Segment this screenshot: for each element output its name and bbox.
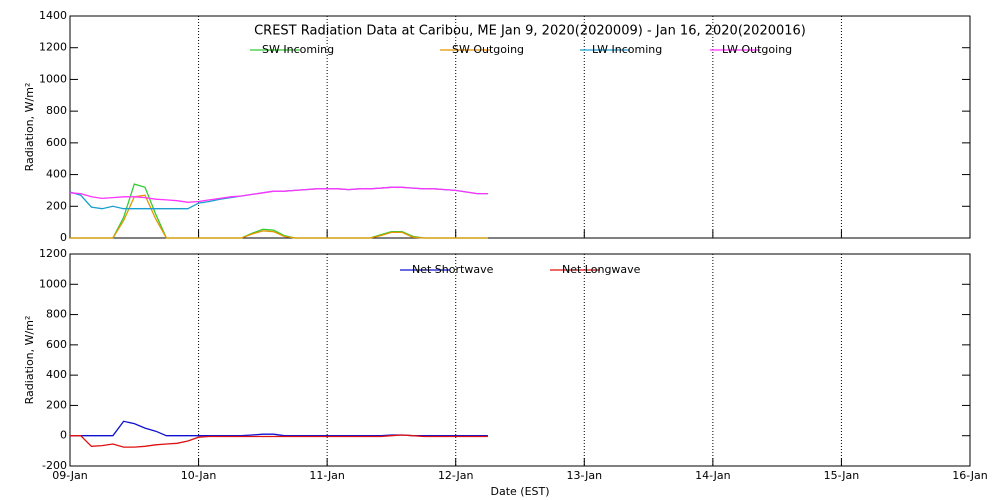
- legend-label: Net Shortwave: [412, 263, 494, 276]
- y-tick-label: 0: [60, 231, 67, 244]
- y-tick-label: 800: [46, 104, 67, 117]
- y-tick-label: 1200: [39, 247, 67, 260]
- x-tick-label: 09-Jan: [52, 469, 88, 482]
- x-tick-label: 14-Jan: [695, 469, 731, 482]
- y-tick-label: 200: [46, 199, 67, 212]
- x-tick-label: 12-Jan: [438, 469, 474, 482]
- y-tick-label: 600: [46, 338, 67, 351]
- legend-label: LW Incoming: [592, 43, 662, 56]
- y-tick-label: 1400: [39, 9, 67, 22]
- y-tick-label: 0: [60, 429, 67, 442]
- y-tick-label: 1000: [39, 72, 67, 85]
- y-tick-label: 400: [46, 368, 67, 381]
- chart-title: CREST Radiation Data at Caribou, ME Jan …: [254, 24, 806, 39]
- x-tick-label: 13-Jan: [567, 469, 603, 482]
- y-tick-label: 200: [46, 398, 67, 411]
- legend-label: SW Incoming: [262, 43, 334, 56]
- x-tick-label: 15-Jan: [824, 469, 860, 482]
- series-line: [70, 434, 488, 448]
- y-tick-label: 1200: [39, 41, 67, 54]
- y-tick-label: 600: [46, 136, 67, 149]
- y-axis-label: Radiation, W/m²: [23, 316, 36, 405]
- legend-label: SW Outgoing: [452, 43, 524, 56]
- x-axis-label: Date (EST): [490, 485, 549, 498]
- y-tick-label: 1000: [39, 277, 67, 290]
- y-tick-label: 400: [46, 168, 67, 181]
- y-axis-label: Radiation, W/m²: [23, 83, 36, 172]
- legend-label: LW Outgoing: [722, 43, 792, 56]
- x-tick-label: 16-Jan: [952, 469, 988, 482]
- series-line: [69, 186, 488, 203]
- y-tick-label: 800: [46, 308, 67, 321]
- legend-label: Net Longwave: [562, 263, 641, 276]
- y-tick-label: -200: [42, 459, 67, 472]
- series-line: [70, 194, 488, 239]
- x-tick-label: 11-Jan: [309, 469, 345, 482]
- x-tick-label: 10-Jan: [181, 469, 217, 482]
